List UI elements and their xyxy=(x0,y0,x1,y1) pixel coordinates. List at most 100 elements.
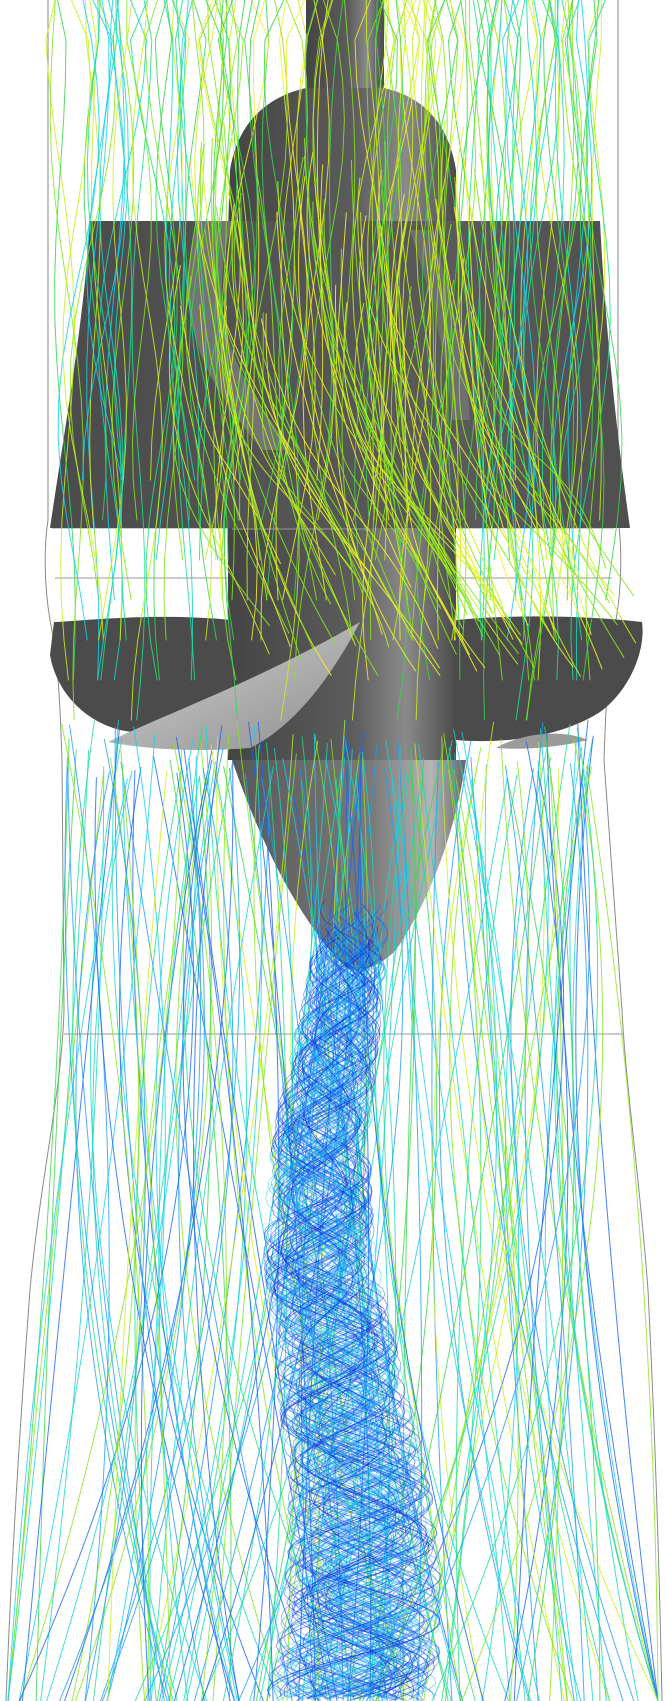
streamline xyxy=(89,0,123,641)
streamline xyxy=(278,0,318,601)
streamlines xyxy=(7,0,659,1701)
streamline xyxy=(469,0,503,681)
streamline xyxy=(468,0,485,641)
streamline xyxy=(549,775,564,1701)
shaft xyxy=(306,0,384,92)
domain-left-wall xyxy=(5,0,65,1701)
streamline xyxy=(161,726,263,1701)
streamline xyxy=(153,0,178,681)
streamline xyxy=(567,0,589,561)
streamline xyxy=(402,768,532,1701)
domain-outline xyxy=(5,0,663,1701)
streamline xyxy=(111,719,279,1701)
streamline xyxy=(367,0,395,561)
streamline xyxy=(265,947,440,1699)
streamline xyxy=(253,721,280,1701)
streamline xyxy=(62,0,104,641)
streamline xyxy=(197,0,244,601)
streamline xyxy=(475,0,511,521)
streamline xyxy=(92,771,178,1701)
streamline xyxy=(369,0,388,641)
streamline xyxy=(140,750,213,1701)
domain-right-wall xyxy=(603,0,663,1701)
streamline xyxy=(18,733,156,1701)
streamline xyxy=(155,740,236,1701)
streamline xyxy=(212,753,297,1701)
streamline xyxy=(357,177,531,583)
streamline xyxy=(591,0,602,521)
streamline xyxy=(586,766,659,1701)
streamline xyxy=(362,728,549,1701)
streamline xyxy=(447,0,468,681)
streamline xyxy=(261,312,352,571)
streamline xyxy=(121,764,238,1701)
streamline xyxy=(506,777,601,1701)
streamline xyxy=(237,0,247,481)
streamline xyxy=(261,0,300,601)
streamline xyxy=(443,224,610,604)
streamline xyxy=(7,771,105,1701)
streamline xyxy=(238,769,404,1701)
streamline xyxy=(98,0,133,641)
streamline xyxy=(359,772,484,1701)
streamline xyxy=(365,0,403,521)
streamline xyxy=(106,726,166,1701)
streamline xyxy=(281,935,418,1699)
streamline xyxy=(485,0,528,521)
streamline xyxy=(572,765,639,1701)
streamline xyxy=(298,176,441,676)
streamline xyxy=(168,264,270,655)
streamline xyxy=(260,0,308,641)
streamline xyxy=(335,212,417,672)
streamline xyxy=(551,0,593,521)
streamline xyxy=(505,0,537,641)
streamline xyxy=(278,904,422,1697)
streamline xyxy=(400,286,519,654)
streamline xyxy=(330,739,462,1701)
streamline xyxy=(479,153,637,644)
streamline xyxy=(351,0,390,721)
streamline xyxy=(505,765,585,1701)
streamline xyxy=(225,213,336,576)
streamline xyxy=(172,276,270,627)
streamline xyxy=(169,759,232,1701)
streamline xyxy=(455,126,582,583)
streamline xyxy=(387,0,420,641)
streamline xyxy=(562,0,601,681)
streamline xyxy=(104,0,125,601)
streamline xyxy=(228,0,255,601)
streamline xyxy=(380,226,504,610)
streamline xyxy=(265,900,440,1700)
streamline xyxy=(510,0,538,601)
streamline xyxy=(285,903,413,1697)
streamline xyxy=(510,768,635,1701)
streamline xyxy=(504,741,569,1701)
streamline xyxy=(280,909,419,1696)
streamline xyxy=(223,0,258,721)
guide-vane-highlight-2 xyxy=(410,230,470,420)
streamline xyxy=(579,0,605,681)
streamline xyxy=(524,721,575,1701)
streamline xyxy=(198,0,250,681)
streamline xyxy=(284,910,414,1698)
streamline xyxy=(527,726,575,1701)
streamline xyxy=(292,944,406,1701)
streamline xyxy=(389,0,442,481)
streamline xyxy=(525,0,557,721)
streamline xyxy=(513,719,589,1701)
streamline xyxy=(554,747,659,1701)
streamline xyxy=(471,779,563,1701)
streamline xyxy=(570,0,611,681)
streamline xyxy=(418,743,526,1701)
streamline xyxy=(324,0,344,481)
streamline xyxy=(180,305,281,564)
streamline xyxy=(350,160,457,655)
streamline xyxy=(19,740,182,1701)
streamline xyxy=(174,0,207,561)
streamline xyxy=(296,923,394,1699)
streamline xyxy=(398,285,486,669)
streamline xyxy=(255,739,446,1701)
streamline xyxy=(508,0,542,601)
streamline xyxy=(236,216,374,578)
streamline xyxy=(247,0,288,601)
